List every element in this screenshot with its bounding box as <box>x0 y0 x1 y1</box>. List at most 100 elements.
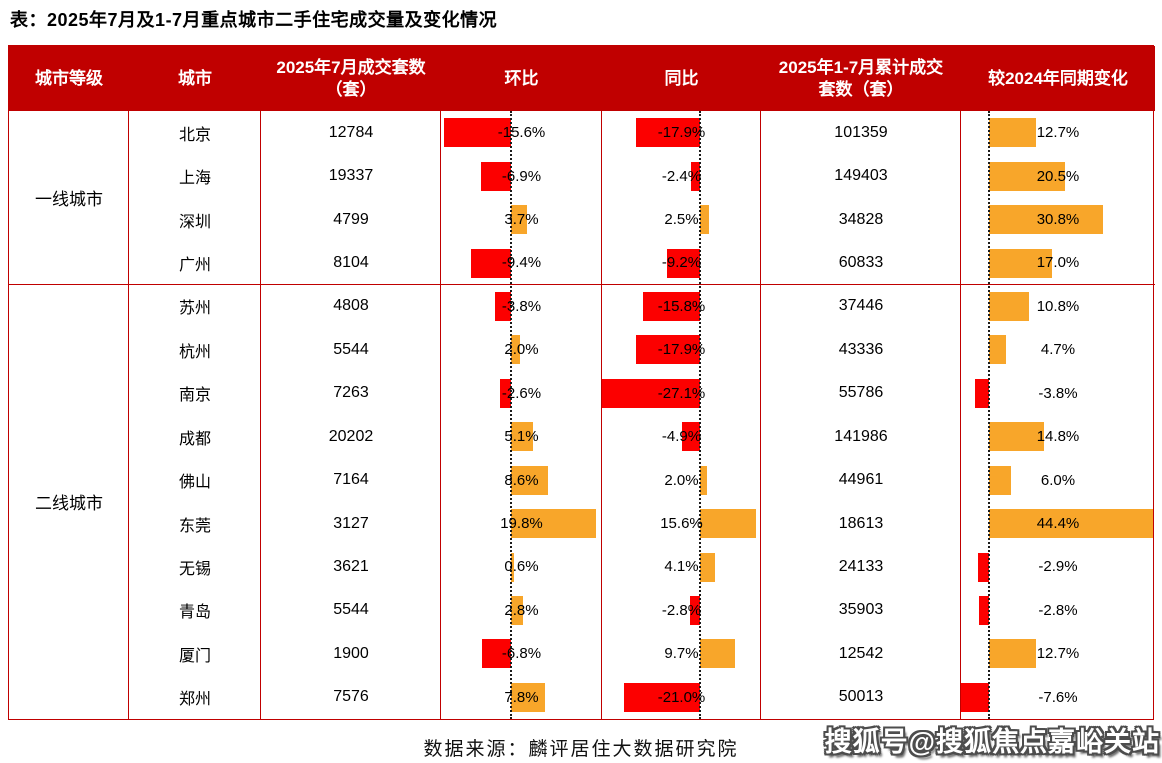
mom-bar <box>499 378 511 408</box>
table-header-row: 城市等级 城市 2025年7月成交套数（套） 环比 同比 2025年1-7月累计成交套数（… <box>9 46 1155 111</box>
yoy-bar <box>700 465 708 495</box>
vs-value-label: 30.8% <box>1036 211 1080 229</box>
zero-baseline-mom <box>510 111 512 719</box>
vs-value-label: -2.8% <box>1038 601 1078 619</box>
vs-value-label: 12.7% <box>1036 124 1080 142</box>
vs-value-label: 10.8% <box>1036 297 1080 315</box>
vs-bar <box>978 595 989 625</box>
yoy-value-label: -4.9% <box>661 428 702 446</box>
yoy-value-label: 2.5% <box>664 211 699 229</box>
watermark: 搜狐号@搜狐焦点嘉峪关站 <box>824 727 1160 757</box>
cumulative-units-value: 34828 <box>838 210 884 228</box>
mom-bar <box>511 422 533 452</box>
mom-value-label: 8.6% <box>504 471 539 489</box>
column-header-3: 环比 <box>504 68 539 88</box>
vs-value-label: 17.0% <box>1036 254 1080 272</box>
mom-value-label: 5.1% <box>504 428 539 446</box>
yoy-bar <box>700 552 715 582</box>
city-name: 杭州 <box>178 343 211 361</box>
city-name: 苏州 <box>178 300 211 318</box>
city-name: 东莞 <box>178 517 211 535</box>
city-name: 郑州 <box>178 691 211 709</box>
mom-bar <box>511 682 545 712</box>
cumulative-units-value: 44961 <box>838 471 884 489</box>
jul-units-value: 3127 <box>333 514 369 532</box>
yoy-bar <box>624 682 700 712</box>
column-header-1: 城市 <box>178 68 212 88</box>
mom-value-label: 3.7% <box>504 211 539 229</box>
cumulative-units-value: 141986 <box>834 427 888 445</box>
column-border <box>260 111 261 719</box>
jul-units-value: 19337 <box>328 167 374 185</box>
jul-units-value: 3621 <box>333 557 369 575</box>
jul-units-value: 5544 <box>333 340 369 358</box>
mom-value-label: 2.8% <box>504 601 539 619</box>
yoy-bar <box>700 509 757 539</box>
jul-units-value: 4808 <box>333 297 369 315</box>
jul-units-value: 7263 <box>333 384 369 402</box>
vs-value-label: -7.6% <box>1038 688 1078 706</box>
yoy-value-label: 4.1% <box>664 558 699 576</box>
cumulative-units-value: 149403 <box>834 167 888 185</box>
vs-bar <box>989 639 1036 669</box>
vs-bar <box>989 465 1012 495</box>
city-name: 北京 <box>178 126 211 144</box>
yoy-bar <box>691 161 700 191</box>
zero-baseline-yoy <box>699 111 701 719</box>
jul-units-value: 4799 <box>333 210 369 228</box>
jul-units-value: 7576 <box>333 688 369 706</box>
yoy-bar <box>689 595 700 625</box>
mom-bar <box>511 465 548 495</box>
cumulative-units-value: 35903 <box>838 601 884 619</box>
yoy-bar <box>700 205 709 235</box>
yoy-value-label: -2.8% <box>661 601 702 619</box>
column-header-6: 较2024年同期变化 <box>988 68 1128 88</box>
city-name: 佛山 <box>178 474 211 492</box>
column-header-2: 2025年7月成交套数（套） <box>276 58 426 99</box>
data-table: 城市等级 城市 2025年7月成交套数（套） 环比 同比 2025年1-7月累计成交套数（… <box>8 45 1155 720</box>
cumulative-units-value: 101359 <box>834 123 888 141</box>
mom-value-label: 7.8% <box>504 688 539 706</box>
yoy-value-label: 9.7% <box>664 645 699 663</box>
yoy-value-label: -17.9% <box>657 124 706 142</box>
vs-value-label: 6.0% <box>1040 471 1076 489</box>
mom-value-label: -2.6% <box>501 384 542 402</box>
yoy-value-label: -17.9% <box>657 341 706 359</box>
yoy-value-label: -9.2% <box>661 254 702 272</box>
cumulative-units-value: 55786 <box>838 384 884 402</box>
vs-bar <box>989 509 1154 539</box>
vs-value-label: 20.5% <box>1036 167 1080 185</box>
mom-value-label: 2.0% <box>504 341 539 359</box>
vs-bar <box>989 422 1044 452</box>
mom-bar <box>481 639 511 669</box>
vs-bar <box>978 552 989 582</box>
mom-value-label: -9.4% <box>501 254 542 272</box>
city-name: 南京 <box>178 387 211 405</box>
column-border <box>601 111 602 719</box>
column-header-5: 2025年1-7月累计成交套数（套） <box>778 58 944 99</box>
vs-bar <box>989 291 1029 321</box>
yoy-value-label: 15.6% <box>660 515 703 533</box>
jul-units-value: 7164 <box>333 471 369 489</box>
city-name: 广州 <box>178 256 211 274</box>
vs-bar <box>974 378 989 408</box>
vs-bar <box>989 161 1065 191</box>
vs-value-label: 14.8% <box>1036 428 1080 446</box>
mom-bar <box>511 335 520 365</box>
jul-units-value: 20202 <box>328 427 374 445</box>
mom-bar <box>470 248 511 278</box>
column-border <box>440 111 441 719</box>
city-name: 厦门 <box>178 647 211 665</box>
jul-units-value: 5544 <box>333 601 369 619</box>
cumulative-units-value: 18613 <box>838 514 884 532</box>
mom-value-label: -6.9% <box>501 167 542 185</box>
yoy-value-label: -2.4% <box>661 167 702 185</box>
mom-value-label: -6.8% <box>501 645 542 663</box>
vs-bar <box>989 205 1103 235</box>
city-name: 上海 <box>178 170 211 188</box>
mom-bar <box>481 161 511 191</box>
mom-bar <box>511 552 514 582</box>
vs-bar <box>989 118 1036 148</box>
cumulative-units-value: 12542 <box>838 644 884 662</box>
